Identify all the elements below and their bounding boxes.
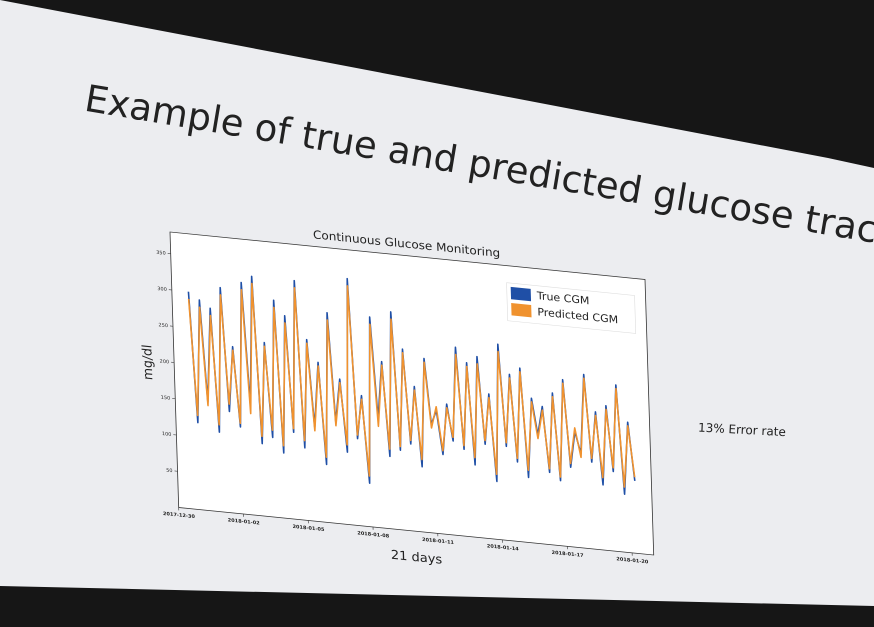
legend-box — [506, 282, 637, 334]
series-line — [187, 282, 636, 488]
x-tick-label: 2018-01-20 — [616, 556, 649, 565]
y-tick-label: 350 — [156, 250, 166, 257]
legend-swatch — [511, 303, 532, 318]
x-tick-label: 2018-01-17 — [552, 550, 584, 559]
x-tick-label: 2018-01-02 — [228, 518, 260, 527]
y-axis-label: mg/dl — [139, 344, 155, 381]
y-tick-label: 200 — [160, 359, 170, 366]
x-tick-label: 2017-12-30 — [163, 511, 196, 520]
legend-swatch — [510, 286, 532, 302]
y-tick-label: 300 — [157, 286, 167, 293]
x-tick-label: 2018-01-08 — [357, 531, 390, 540]
x-tick-label: 2018-01-11 — [422, 537, 455, 546]
plot-area — [169, 231, 655, 556]
x-tick-label: 2018-01-14 — [487, 543, 520, 552]
y-tick-label: 50 — [166, 468, 173, 474]
legend-label: True CGM — [536, 289, 590, 307]
x-tick-label: 2018-01-05 — [292, 524, 325, 533]
y-tick-label: 100 — [162, 431, 172, 438]
x-axis-label: 21 days — [391, 547, 443, 567]
y-tick-label: 150 — [161, 395, 171, 402]
note: 13% Error rate — [698, 421, 787, 440]
y-tick-label: 250 — [158, 322, 168, 329]
